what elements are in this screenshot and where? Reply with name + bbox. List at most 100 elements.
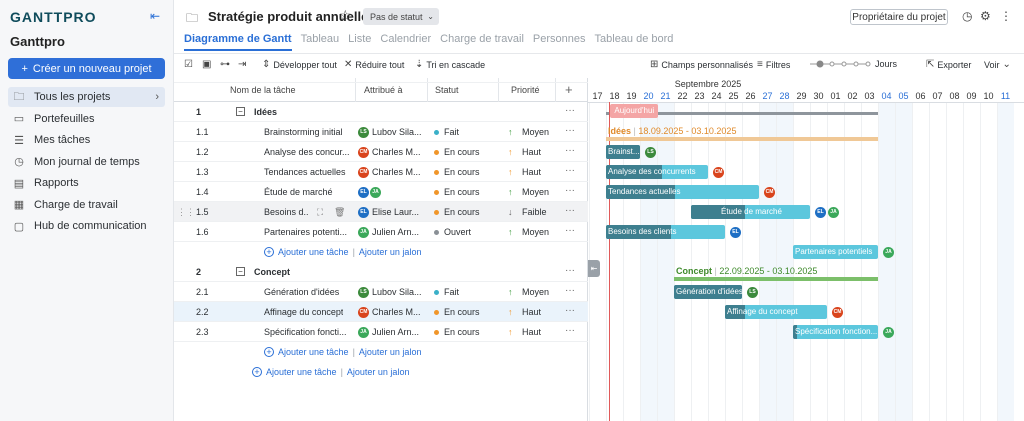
add-milestone-link[interactable]: Ajouter un jalon [346, 367, 410, 377]
group-summary-bar[interactable] [606, 137, 878, 141]
priority-cell[interactable]: ↑ Moyen [508, 127, 549, 137]
add-column-icon[interactable]: + [565, 82, 573, 97]
column-header-name[interactable]: Nom de la tâche [230, 85, 296, 95]
collapse-group-icon[interactable]: − [236, 267, 245, 276]
row-more-icon[interactable]: ··· [565, 265, 575, 276]
group-row[interactable]: 1 − Idées ··· [174, 102, 588, 122]
status-cell[interactable]: En cours [434, 207, 480, 217]
add-circle-icon[interactable]: + [252, 367, 262, 377]
table-row[interactable]: 2.1 Génération d'idées LS Lubov Sila... Fait… [174, 282, 588, 302]
hierarchy-icon[interactable]: ⊶ [220, 59, 230, 70]
more-vertical-icon[interactable]: ⋮ [1000, 9, 1012, 23]
checkbox-select-icon[interactable]: ☑ [184, 59, 193, 70]
status-cell[interactable]: En cours [434, 167, 480, 177]
table-row[interactable]: 1.5 Besoins d... ⋮⋮ ⛶ 🗑 EL Elise Laur... En cou… [174, 202, 588, 222]
add-task-link[interactable]: Ajouter une tâche [266, 367, 337, 377]
task-name[interactable]: Affinage du concept [264, 307, 344, 317]
star-icon[interactable]: ☆ [339, 7, 352, 23]
priority-cell[interactable]: ↑ Haut [508, 167, 541, 177]
add-task-link[interactable]: Ajouter une tâche [278, 347, 349, 357]
sidebar-item-4[interactable]: ▤ Rapports [8, 173, 165, 193]
assignee-cell[interactable]: JA Julien Arn... [358, 327, 419, 339]
tab-1[interactable]: Tableau [300, 33, 340, 45]
panel-collapse-handle[interactable]: ⇤ [588, 260, 600, 277]
indent-icon[interactable]: ⇥ [238, 59, 247, 70]
row-more-icon[interactable]: ··· [565, 145, 575, 156]
cascade-sort-button[interactable]: ⇣ Tri en cascade [415, 59, 485, 70]
gear-icon[interactable]: ⚙ [980, 9, 991, 23]
history-icon[interactable]: ◷ [962, 9, 973, 23]
sidebar-item-2[interactable]: ☰ Mes tâches [8, 130, 165, 150]
priority-cell[interactable]: ↓ Faible [508, 207, 547, 217]
task-name[interactable]: Partenaires potenti... [264, 227, 348, 237]
priority-cell[interactable]: ↑ Moyen [508, 187, 549, 197]
filters-button[interactable]: ≡ Filtres [757, 59, 790, 70]
priority-cell[interactable]: ↑ Haut [508, 147, 541, 157]
sidebar-item-0[interactable]: 🗀 Tous les projets › [8, 87, 165, 107]
row-more-icon[interactable]: ··· [565, 185, 575, 196]
tab-0[interactable]: Diagramme de Gantt [184, 33, 292, 51]
assignee-cell[interactable]: EL Elise Laur... [358, 207, 419, 219]
priority-cell[interactable]: ↑ Moyen [508, 287, 549, 297]
task-bar[interactable]: Tendances actuelles [606, 185, 759, 199]
table-row[interactable]: 1.6 Partenaires potenti... JA Julien Arn...… [174, 222, 588, 242]
status-cell[interactable]: Fait [434, 287, 459, 297]
row-more-icon[interactable]: ··· [565, 205, 575, 216]
task-name[interactable]: Étude de marché [264, 187, 333, 197]
table-row[interactable]: 1.2 Analyse des concur... CM Charles M... En… [174, 142, 588, 162]
add-milestone-link[interactable]: Ajouter un jalon [358, 347, 422, 357]
export-button[interactable]: ⇱ Exporter [926, 59, 971, 70]
status-cell[interactable]: En cours [434, 327, 480, 337]
sidebar-item-5[interactable]: ▦ Charge de travail [8, 195, 165, 215]
column-header-priority[interactable]: Priorité [511, 85, 540, 95]
expand-all-button[interactable]: ⇕ Développer tout [262, 59, 337, 70]
table-row[interactable]: 1.4 Étude de marché EL JA En cours ↑ Moyen ··· [174, 182, 588, 202]
priority-cell[interactable]: ↑ Moyen [508, 227, 549, 237]
table-row[interactable]: 1.1 Brainstorming initial LS Lubov Sila... F… [174, 122, 588, 142]
status-cell[interactable]: En cours [434, 307, 480, 317]
row-more-icon[interactable]: ··· [565, 225, 575, 236]
add-circle-icon[interactable]: + [264, 247, 274, 257]
sidebar-item-3[interactable]: ◷ Mon journal de temps [8, 152, 165, 172]
group-row[interactable]: 2 − Concept ··· [174, 262, 588, 282]
task-name[interactable]: Spécification foncti... [264, 327, 347, 337]
group-summary-bar[interactable] [674, 277, 878, 281]
status-cell[interactable]: Fait [434, 127, 459, 137]
collapse-group-icon[interactable]: − [236, 107, 245, 116]
tab-4[interactable]: Charge de travail [440, 33, 524, 45]
assignee-cell[interactable]: EL JA [358, 187, 384, 199]
project-owner-button[interactable]: Propriétaire du projet [850, 9, 948, 25]
task-bar[interactable]: Besoins des clients [606, 225, 725, 239]
status-cell[interactable]: En cours [434, 147, 480, 157]
task-name[interactable]: Analyse des concur... [264, 147, 350, 157]
status-cell[interactable]: En cours [434, 187, 480, 197]
task-bar[interactable]: Génération d'idées [674, 285, 743, 299]
column-header-status[interactable]: Statut [435, 85, 459, 95]
task-bar[interactable]: Étude de marché [691, 205, 810, 219]
group-name[interactable]: Idées [254, 107, 278, 117]
focus-icon[interactable]: ⛶ [317, 207, 324, 217]
task-name[interactable]: Tendances actuelles [264, 167, 346, 177]
tab-2[interactable]: Liste [348, 33, 372, 45]
custom-fields-button[interactable]: ⊞ Champs personnalisés [650, 59, 753, 70]
assignee-cell[interactable]: JA Julien Arn... [358, 227, 419, 239]
project-status-dropdown[interactable]: Pas de statut ⌄ [363, 8, 439, 25]
task-bar[interactable]: Analyse des concurrents [606, 165, 708, 179]
row-more-icon[interactable]: ··· [565, 165, 575, 176]
drag-handle-icon[interactable]: ⋮⋮ [177, 207, 195, 217]
row-more-icon[interactable]: ··· [565, 105, 575, 116]
assignee-cell[interactable]: CM Charles M... [358, 167, 421, 179]
assignee-cell[interactable]: CM Charles M... [358, 307, 421, 319]
row-more-icon[interactable]: ··· [565, 285, 575, 296]
add-circle-icon[interactable]: + [264, 347, 274, 357]
tab-3[interactable]: Calendrier [380, 33, 432, 45]
task-bar[interactable]: Partenaires potentiels [793, 245, 878, 259]
status-cell[interactable]: Ouvert [434, 227, 471, 237]
table-row[interactable]: 2.3 Spécification foncti... JA Julien Arn..… [174, 322, 588, 342]
sidebar-item-1[interactable]: ▭ Portefeuilles [8, 109, 165, 129]
create-project-button[interactable]: + Créer un nouveau projet [8, 58, 165, 79]
zoom-slider-track[interactable] [808, 60, 872, 68]
table-row[interactable]: 2.2 Affinage du concept CM Charles M... En c… [174, 302, 588, 322]
assignee-cell[interactable]: LS Lubov Sila... [358, 127, 422, 139]
priority-cell[interactable]: ↑ Haut [508, 307, 541, 317]
